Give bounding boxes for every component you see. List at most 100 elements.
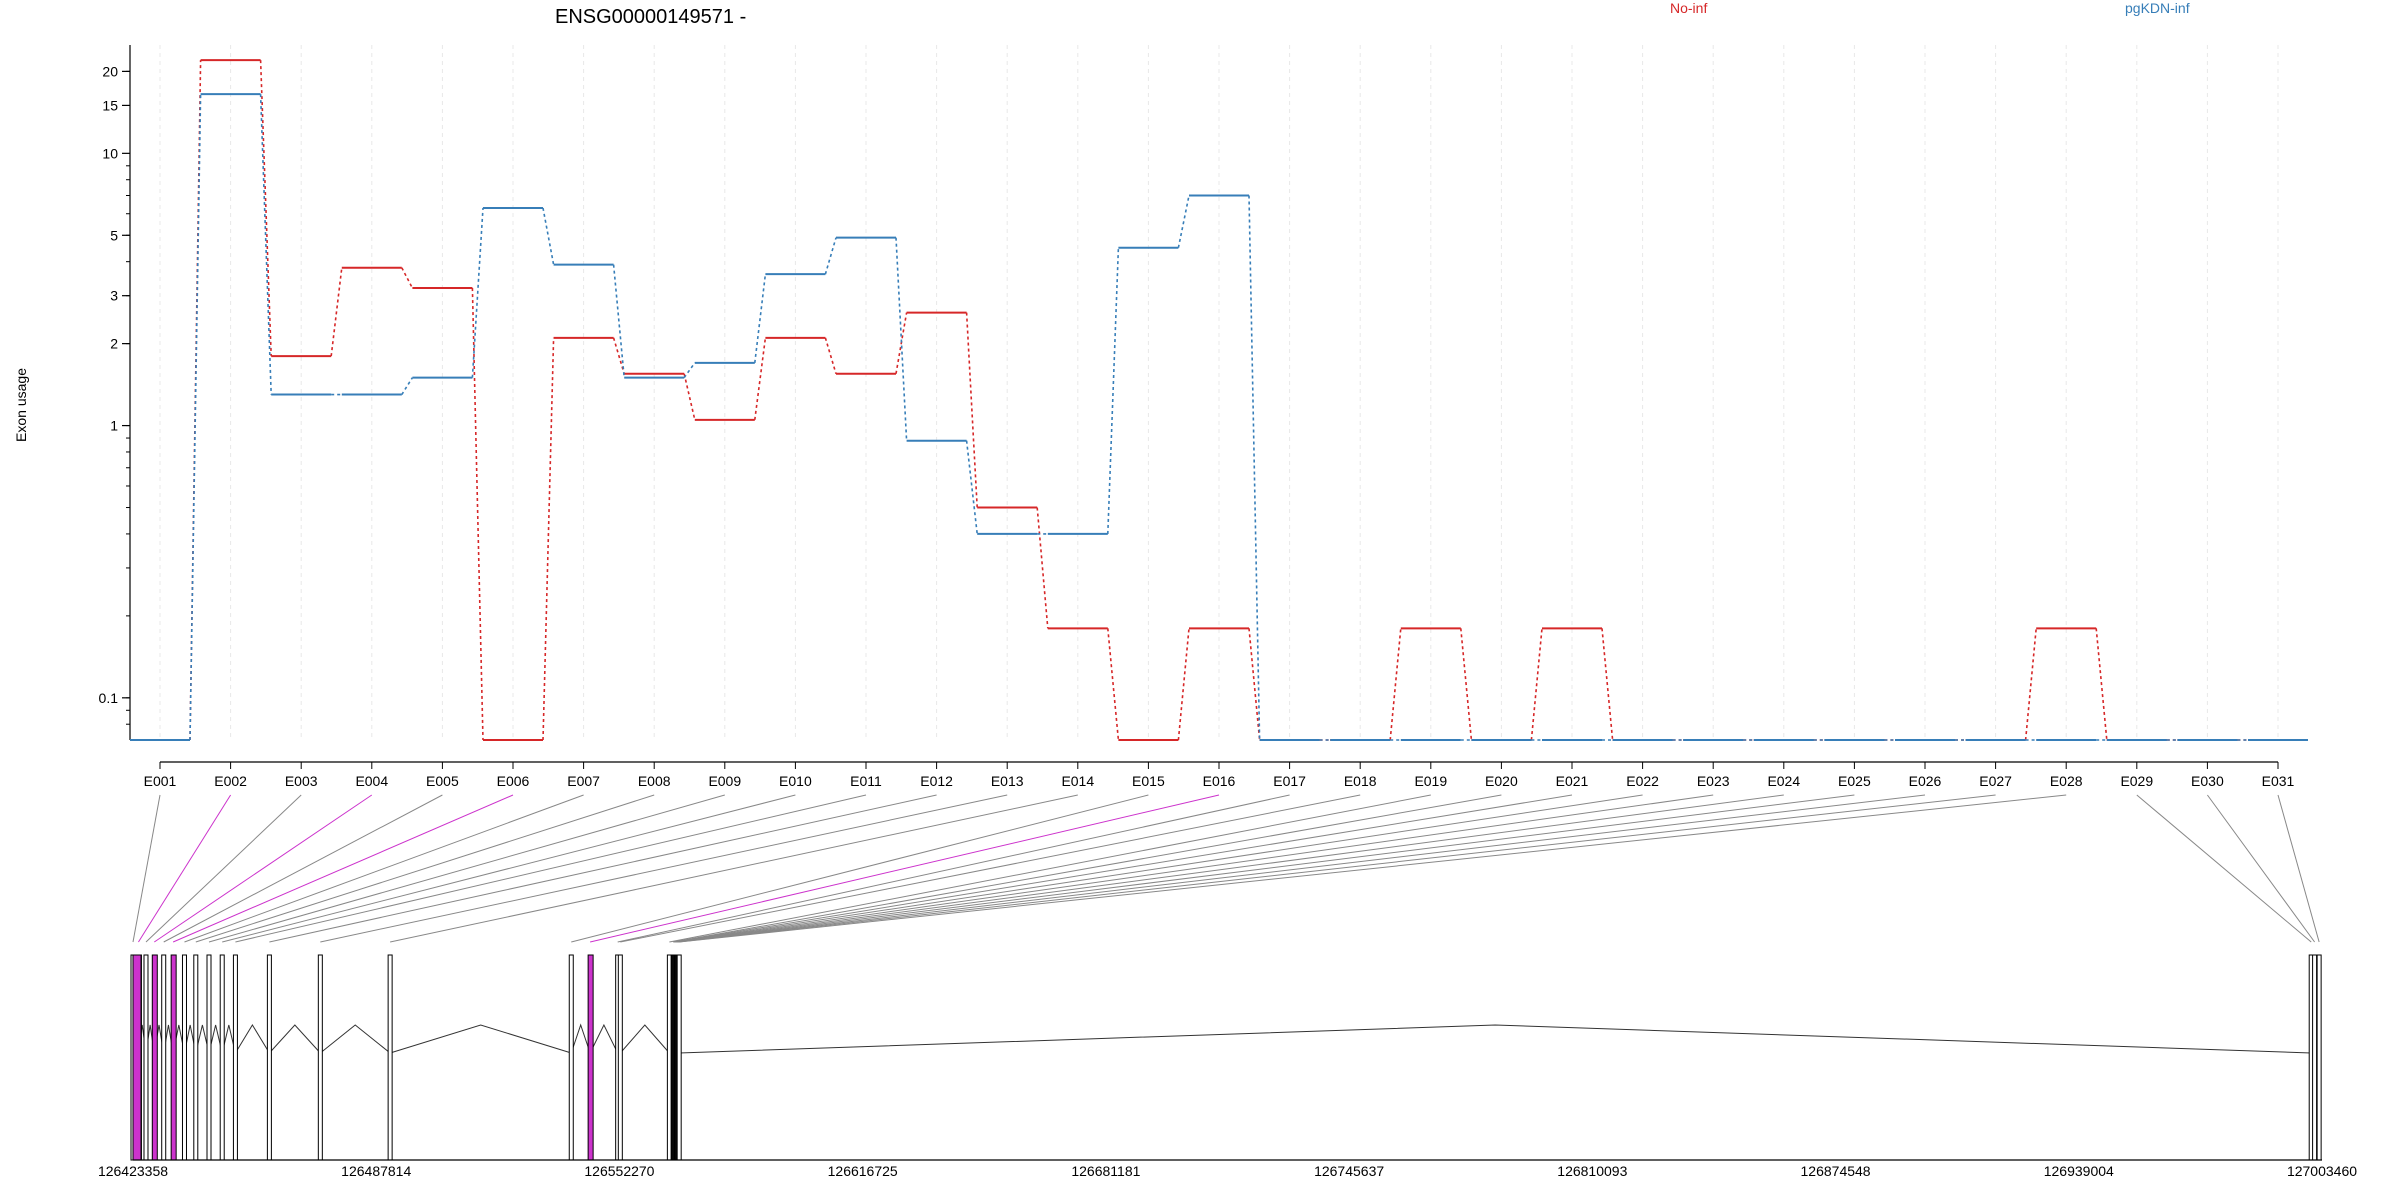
genomic-tick-label: 126552270 bbox=[584, 1163, 654, 1179]
exon-value-connector bbox=[1601, 628, 1614, 741]
exon-label: E008 bbox=[638, 773, 671, 789]
intron bbox=[589, 1023, 619, 1054]
exon-connector bbox=[677, 794, 1926, 943]
exon-value-connector bbox=[1248, 628, 1261, 741]
gene-model bbox=[130, 954, 2322, 1161]
genomic-tick-label: 126745637 bbox=[1314, 1163, 1384, 1179]
series-lines bbox=[130, 59, 2308, 741]
exon-label: E031 bbox=[2262, 773, 2295, 789]
y-tick-label: 0.1 bbox=[99, 690, 119, 706]
exon-label: E018 bbox=[1344, 773, 1377, 789]
exon-value-connector bbox=[612, 264, 625, 378]
exon-value-connector bbox=[612, 337, 625, 374]
exon-axis: E001 E002 E003 E004 E005 E006 E007 E008 E009 E010… bbox=[144, 761, 2295, 789]
exon-label: E027 bbox=[1979, 773, 2012, 789]
exon-label: E019 bbox=[1414, 773, 1447, 789]
exon-connector bbox=[674, 794, 1643, 943]
exon-connector bbox=[320, 794, 1008, 943]
exon-value-connector bbox=[1177, 628, 1190, 741]
y-axis-label: Exon usage bbox=[13, 368, 29, 442]
intron bbox=[619, 1024, 670, 1054]
exon-label: E030 bbox=[2191, 773, 2224, 789]
exon-box bbox=[170, 954, 177, 1161]
exon-label: E007 bbox=[567, 773, 600, 789]
exon-label: E009 bbox=[708, 773, 741, 789]
exon-connector bbox=[132, 794, 161, 943]
exon-connector-lines bbox=[132, 794, 2320, 943]
exon-label: E023 bbox=[1697, 773, 1730, 789]
exon-label: E002 bbox=[214, 773, 247, 789]
exon-box bbox=[193, 954, 199, 1161]
exon-box bbox=[143, 954, 149, 1161]
exon-value-connector bbox=[2095, 628, 2108, 741]
exon-value-connector bbox=[401, 267, 414, 289]
exon-connector bbox=[2277, 794, 2320, 943]
exon-value-connector bbox=[824, 337, 837, 374]
exon-box bbox=[232, 954, 238, 1161]
exon-value-connector bbox=[754, 274, 767, 363]
exon-label: E024 bbox=[1767, 773, 1800, 789]
genomic-tick-label: 127003460 bbox=[2287, 1163, 2357, 1179]
exon-label: E016 bbox=[1203, 773, 1236, 789]
intron bbox=[389, 1024, 572, 1054]
exon-value-connector bbox=[259, 60, 272, 357]
exon-connector bbox=[678, 794, 1996, 943]
exon-box bbox=[2316, 954, 2322, 1161]
genomic-tick-label: 126616725 bbox=[828, 1163, 898, 1179]
exon-label: E005 bbox=[426, 773, 459, 789]
exon-connector bbox=[154, 794, 373, 943]
exon-value-connector bbox=[683, 362, 696, 379]
exon-value-connector bbox=[330, 267, 343, 357]
exon-connector bbox=[2206, 794, 2316, 943]
exon-label: E021 bbox=[1556, 773, 1589, 789]
genomic-coordinate-axis: 126423358 126487814 126552270 126616725 1266… bbox=[98, 1159, 2357, 1179]
exon-connector bbox=[390, 794, 1078, 943]
exon-connector bbox=[673, 794, 1573, 943]
exon-label: E015 bbox=[1132, 773, 1165, 789]
exon-value-connector bbox=[401, 377, 414, 395]
exon-value-connector bbox=[895, 237, 908, 441]
exon-value-connector bbox=[1107, 628, 1120, 741]
exon-connector bbox=[676, 794, 1784, 943]
exon-connector bbox=[195, 794, 655, 943]
exon-label: E025 bbox=[1838, 773, 1871, 789]
exon-label: E022 bbox=[1626, 773, 1659, 789]
exon-value-connector bbox=[1530, 628, 1543, 741]
intron bbox=[679, 1024, 2312, 1054]
exon-label: E013 bbox=[991, 773, 1024, 789]
legend-no-inf: No-inf bbox=[1670, 0, 1707, 16]
exon-box bbox=[387, 954, 393, 1161]
exon-box bbox=[161, 954, 167, 1161]
genomic-tick-label: 126874548 bbox=[1801, 1163, 1871, 1179]
intron bbox=[320, 1024, 391, 1054]
exon-connector bbox=[235, 794, 867, 943]
exon-box bbox=[206, 954, 212, 1161]
exon-box bbox=[587, 954, 594, 1161]
exon-connector bbox=[163, 794, 443, 943]
exon-value-connector bbox=[542, 207, 555, 265]
exon-connector bbox=[269, 794, 937, 943]
genomic-tick-label: 126423358 bbox=[98, 1163, 168, 1179]
exon-connector bbox=[620, 794, 1361, 943]
exon-box bbox=[617, 954, 623, 1161]
exon-connector bbox=[138, 794, 232, 943]
exon-value-connector bbox=[965, 312, 978, 508]
exon-label: E003 bbox=[285, 773, 318, 789]
chart-title: ENSG00000149571 - bbox=[555, 6, 746, 28]
exon-value-connector bbox=[683, 373, 696, 420]
exon-box bbox=[266, 954, 272, 1161]
exon-box bbox=[219, 954, 225, 1161]
exon-value-connector bbox=[2024, 628, 2037, 741]
exon-box bbox=[151, 954, 158, 1161]
y-tick-label: 10 bbox=[102, 145, 118, 161]
exon-connector bbox=[590, 794, 1220, 943]
y-tick-label: 1 bbox=[110, 418, 118, 434]
exon-box bbox=[568, 954, 574, 1161]
exon-connector bbox=[679, 794, 2067, 943]
intron bbox=[269, 1024, 321, 1054]
intron bbox=[570, 1023, 591, 1054]
exon-value-connector bbox=[1107, 247, 1120, 534]
exon-box bbox=[676, 954, 682, 1161]
exon-label: E014 bbox=[1061, 773, 1094, 789]
